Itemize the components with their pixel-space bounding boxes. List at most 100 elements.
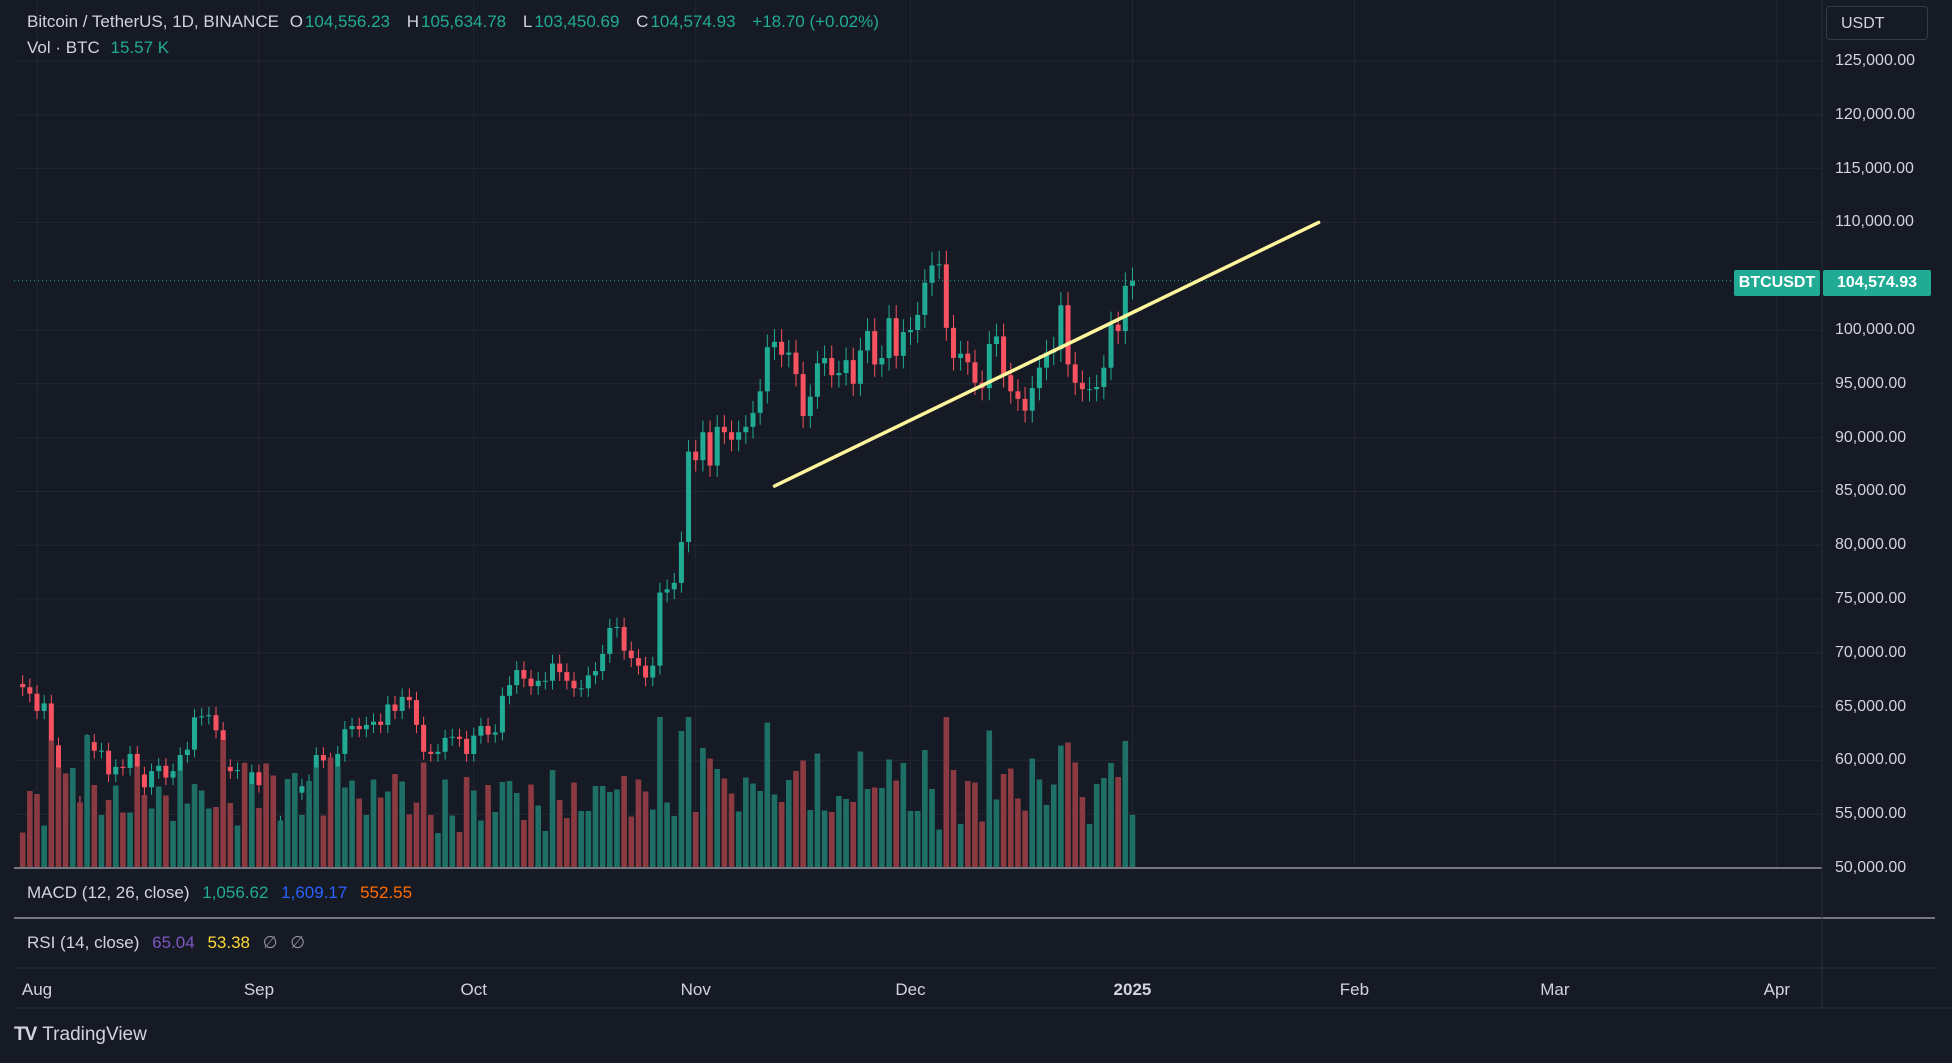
candle-body [1029,388,1035,411]
candle-body [757,391,763,413]
volume-bar [377,797,384,867]
volume-bar [800,760,806,867]
volume-bar [277,820,284,867]
volume-bar [578,811,584,867]
volume-bar [291,773,298,867]
volume-bar [420,762,427,867]
last-price-tag: 104,574.93 [1823,270,1931,296]
volume-bar [950,770,957,867]
volume-bar [1000,774,1007,867]
volume-bar [263,763,269,867]
candle-body [192,717,198,750]
candle-body [972,362,978,383]
volume-bar [965,781,971,867]
candle-body [485,725,491,735]
volume-bar [499,782,506,867]
volume-bar [549,770,556,867]
volume-bar [406,814,413,867]
candle-body [507,685,513,696]
close-value: 104,574.93 [650,12,736,31]
candle-body [449,736,455,738]
candle-body [392,704,398,711]
volume-bar [356,798,362,867]
volume-bar [1065,742,1071,867]
volume-bar [492,812,499,867]
volume-bar [599,786,606,867]
volume-bar [1115,777,1121,867]
volume-bar [206,808,212,867]
volume-bar [657,717,663,867]
candle-body [542,680,548,682]
volume-bar [1007,768,1014,867]
candle-body [113,766,119,775]
candle-body [671,582,677,590]
volume-bar [929,789,935,867]
volume-bar [413,802,420,867]
volume-bar [821,810,828,867]
candle-body [442,737,448,752]
volume-bar [399,781,405,867]
candle-body [1079,382,1085,390]
volume-bar [993,799,1000,867]
rsi-value: 65.04 [152,933,195,952]
volume-bar [836,796,842,867]
volume-bar [743,777,749,867]
volume-bar [571,782,577,867]
volume-bar [70,768,76,867]
volume-bar [134,766,141,867]
volume-bar [642,791,649,867]
volume-bar [1015,798,1021,867]
volume-bar [170,821,176,867]
candle-body [234,770,240,772]
tradingview-brand[interactable]: TV TradingView [14,1024,147,1046]
candle-body [965,353,971,363]
candle-body [399,696,405,711]
candle-body [177,755,183,772]
volume-bar [1029,758,1036,867]
candle-body [521,670,527,679]
candle-body [199,716,205,718]
volume-bar [886,759,892,867]
volume-bar [592,786,599,867]
volume-bar [327,757,334,867]
candle-body [120,766,126,768]
candle-body [41,703,47,711]
candle-body [614,626,620,629]
candle-body [349,725,355,730]
candle-body [499,695,505,733]
candle-body [91,742,97,751]
candle-body [643,665,649,678]
volume-bar [972,782,978,867]
candle-body [127,753,133,768]
candle-body [736,432,742,440]
volume-bar [1079,797,1086,867]
candle-body [915,314,921,330]
volume-bar [184,803,191,867]
price-tick-label: 100,000.00 [1835,321,1916,338]
volume-bar [191,784,198,867]
volume-bar [506,781,513,867]
macd-label[interactable]: MACD (12, 26, close) [27,883,190,902]
candle-body [958,353,964,358]
volume-bar [442,779,448,867]
candle-body [342,729,348,754]
volume-bar [163,795,169,867]
candle-body [729,432,735,440]
volume-bar [213,807,219,867]
volume-legend: Vol · BTC 15.57 K [27,38,175,58]
rsi-label[interactable]: RSI (14, close) [27,933,140,952]
price-tick-label: 80,000.00 [1835,536,1907,554]
volume-label[interactable]: Vol · BTC [27,38,100,57]
time-tick-label: Mar [1540,980,1570,999]
volume-bar [556,800,563,867]
volume-bar [814,753,821,867]
candle-body [27,687,33,694]
candle-body [478,725,484,736]
candle-body [106,750,112,775]
symbol-title[interactable]: Bitcoin / TetherUS, 1D, BINANCE [27,12,279,31]
candle-body [134,753,140,775]
volume-bar [513,793,520,867]
currency-selector[interactable]: USDT [1826,6,1928,40]
volume-bar [528,784,534,867]
